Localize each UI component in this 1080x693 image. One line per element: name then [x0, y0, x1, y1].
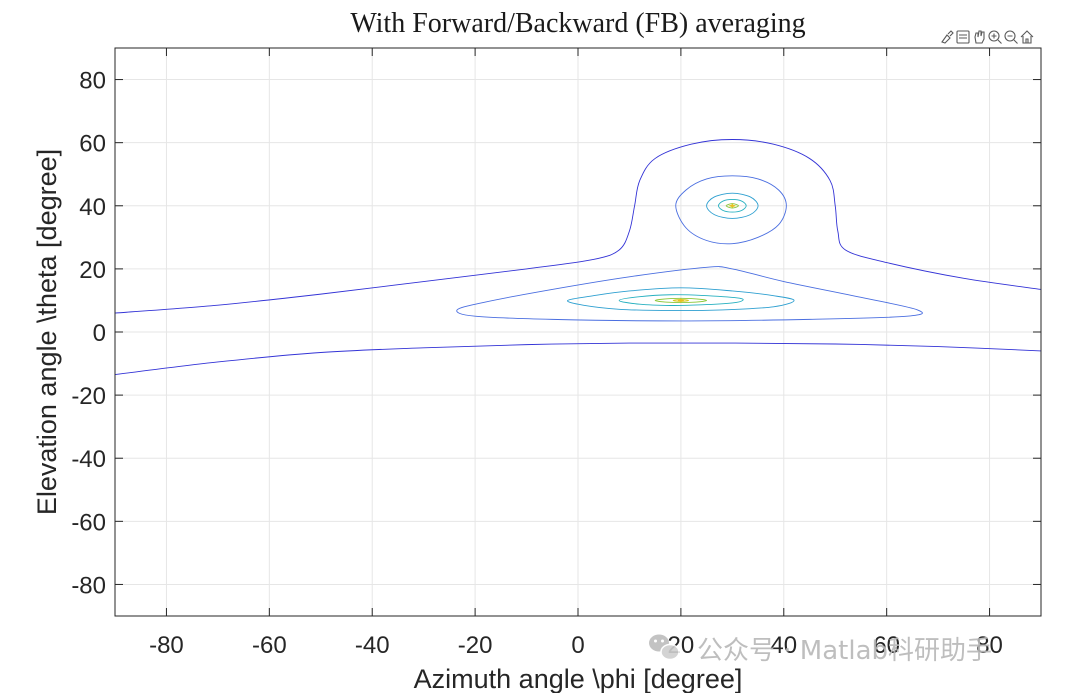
x-tick-label-7: 60 — [873, 632, 900, 659]
axes: -80 -60 -40 -20 0 20 40 60 80-80-60-40-200204060… — [71, 47, 1042, 659]
x-tick-label-3: -20 — [458, 632, 493, 659]
contour-upper-ring2 — [706, 192, 759, 219]
ticks: -80 -60 -40 -20 0 20 40 60 80-80-60-40-200204060… — [71, 48, 1041, 659]
x-tick-label-1: -60 — [252, 632, 287, 659]
y-tick-label-3: -20 — [71, 383, 106, 410]
contour-ring4 — [654, 297, 708, 304]
zoom-out-icon[interactable] — [1004, 30, 1018, 44]
y-tick-label-6: 40 — [79, 194, 106, 221]
y-tick-label-4: 0 — [93, 320, 106, 347]
y-tick-label-5: 20 — [79, 257, 106, 284]
watermark-text: 公众号 · Matlab科研助手 — [697, 636, 992, 666]
x-tick-label-4: 0 — [571, 632, 584, 659]
zoom-in-icon[interactable] — [988, 30, 1002, 44]
contour-upper-ring3 — [717, 199, 747, 213]
brush-icon[interactable] — [941, 30, 954, 44]
contour-ring2 — [567, 287, 795, 312]
contour-ring3 — [618, 294, 744, 306]
contour-ring1 — [456, 266, 923, 322]
watermark: 公众号 · Matlab科研助手 — [649, 634, 992, 666]
x-tick-label-2: -40 — [355, 632, 390, 659]
peak-marker-1 — [729, 203, 736, 208]
chart-title: With Forward/Backward (FB) averaging — [350, 8, 805, 39]
x-tick-label-6: 40 — [770, 632, 797, 659]
contour-outer-upper — [114, 139, 1042, 314]
contour-upper-ring4 — [725, 203, 739, 209]
pan-icon[interactable] — [974, 30, 985, 44]
y-tick-label-2: -40 — [71, 446, 106, 473]
contour-ring5 — [672, 299, 690, 302]
contour-outer-lower — [114, 342, 1042, 376]
wechat-icon — [649, 634, 680, 661]
x-axis-label: Azimuth angle \phi [degree] — [414, 664, 743, 693]
y-tick-label-7: 60 — [79, 131, 106, 158]
axes-toolbar — [941, 30, 1034, 44]
y-axis-label: Elevation angle \theta [degree] — [32, 149, 62, 515]
peak-marker-0 — [677, 298, 684, 303]
datatip-icon[interactable] — [956, 30, 970, 44]
grid — [115, 48, 1041, 616]
y-tick-label-1: -60 — [71, 509, 106, 536]
contour-lines — [114, 139, 1042, 376]
home-icon[interactable] — [1020, 30, 1034, 44]
y-tick-label-0: -80 — [71, 572, 106, 599]
y-tick-label-8: 80 — [79, 68, 106, 95]
x-tick-label-8: 80 — [976, 632, 1003, 659]
contour-upper-ring1 — [675, 175, 787, 245]
x-tick-label-0: -80 — [149, 632, 184, 659]
